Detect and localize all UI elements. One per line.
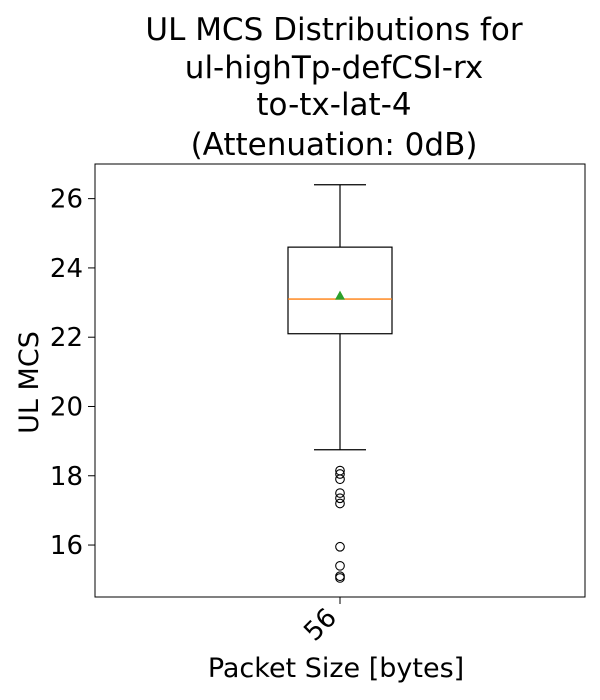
y-axis-label: UL MCS: [14, 331, 45, 434]
x-tick-label: 56: [298, 603, 343, 648]
outlier-point: [335, 560, 345, 571]
chart-title: UL MCS Distributions forul-highTp-defCSI…: [145, 12, 522, 163]
outlier-point: [335, 488, 345, 498]
outlier-point: [335, 573, 345, 583]
x-axis-label: Packet Size [bytes]: [208, 653, 464, 684]
chart-title-line: to-tx-lat-4: [256, 87, 411, 123]
iqr-box: [287, 246, 393, 335]
y-tick-label: 18: [50, 462, 83, 492]
x-axis: 56: [298, 597, 343, 647]
outlier-point: [335, 541, 345, 552]
y-tick-label: 20: [50, 392, 83, 422]
box-group: [287, 184, 393, 583]
chart-title-line: (Attenuation: 0dB): [191, 127, 478, 163]
y-axis: 16 18 20 22 24 26: [50, 185, 95, 561]
outlier-point: [335, 469, 345, 479]
chart-title-line: UL MCS Distributions for: [145, 12, 522, 48]
outlier-point: [335, 474, 345, 485]
mean-marker: [335, 290, 345, 300]
y-tick-label: 16: [50, 531, 83, 561]
y-tick-label: 22: [50, 323, 83, 353]
y-tick-label: 24: [50, 254, 83, 284]
outlier-point: [335, 493, 345, 504]
chart-title-line: ul-highTp-defCSI-rx: [185, 50, 483, 86]
outlier-point: [335, 498, 345, 509]
box-plot: [287, 184, 393, 583]
y-tick-label: 26: [50, 185, 83, 215]
